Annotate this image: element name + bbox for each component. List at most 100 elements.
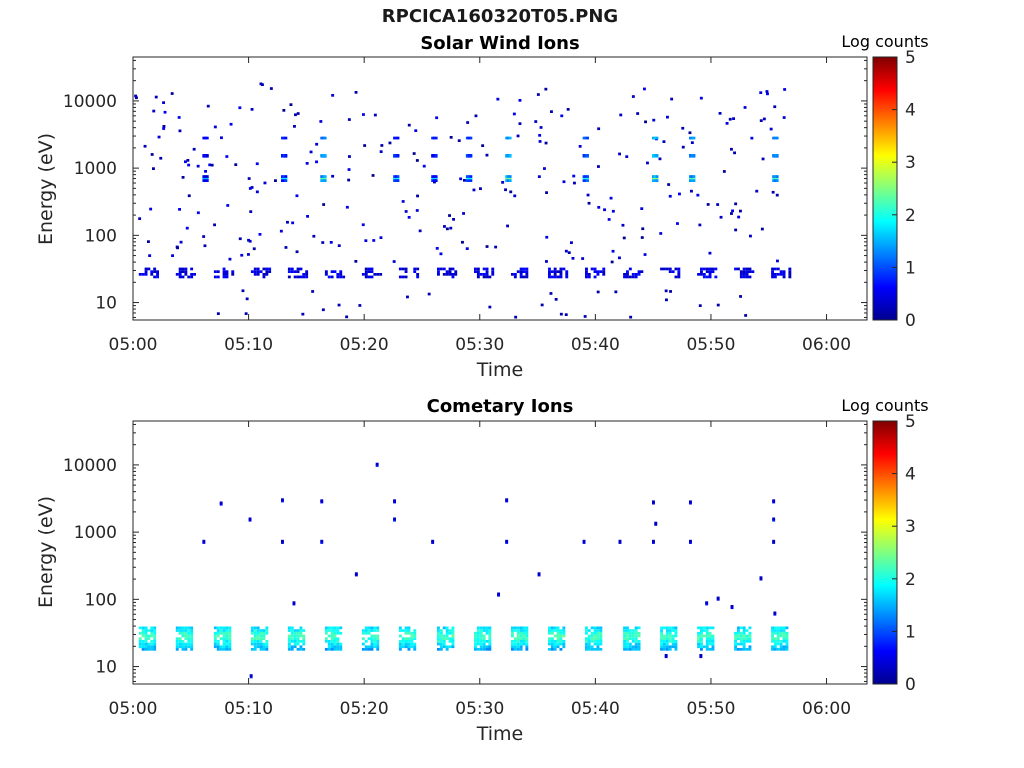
spectrogram-cell xyxy=(593,629,597,632)
spectrogram-cell xyxy=(548,273,551,276)
spectrogram-cell xyxy=(231,270,235,273)
spectrogram-cell xyxy=(773,642,777,646)
spectrogram-cell xyxy=(213,637,217,640)
spectrogram-cell xyxy=(623,275,626,279)
spectrogram-cell xyxy=(496,97,500,101)
spectrogram-cell xyxy=(519,267,523,271)
spectrogram-cell xyxy=(485,645,489,649)
spectrogram-cell xyxy=(559,270,563,273)
spectrogram-cell xyxy=(748,275,752,279)
spectrogram-cell xyxy=(525,634,529,638)
spectrogram-cell xyxy=(585,642,588,646)
x-tick-label: 05:10 xyxy=(224,699,273,719)
spectrogram-cell xyxy=(302,634,306,638)
spectrogram-cell xyxy=(467,177,471,180)
spectrogram-cell xyxy=(171,254,174,257)
spectrogram-cell xyxy=(585,275,588,279)
spectrogram-cell xyxy=(448,640,452,643)
spectrogram-cell xyxy=(488,640,492,643)
spectrogram-cell xyxy=(779,626,783,630)
spectrogram-cell xyxy=(451,273,455,276)
spectrogram-cell xyxy=(772,179,776,182)
spectrogram-cells xyxy=(138,462,789,679)
spectrogram-cell xyxy=(184,631,188,635)
spectrogram-cell xyxy=(323,179,327,182)
spectrogram-cell xyxy=(437,642,440,646)
spectrogram-cell xyxy=(442,642,446,646)
spectrogram-cell xyxy=(396,179,400,182)
spectrogram-cell xyxy=(138,217,142,220)
spectrogram-cell xyxy=(485,275,489,279)
spectrogram-cell xyxy=(414,129,418,132)
spectrogram-cell xyxy=(699,96,703,100)
spectrogram-cell xyxy=(716,203,720,206)
spectrogram-cell xyxy=(150,648,154,651)
spectrogram-cell xyxy=(474,640,477,643)
spectrogram-cell xyxy=(634,648,638,651)
spectrogram-cell xyxy=(525,629,529,632)
spectrogram-cell xyxy=(585,645,588,649)
spectrogram-cell xyxy=(637,645,641,649)
x-tick-label: 05:50 xyxy=(686,699,735,719)
spectrogram-cell xyxy=(545,191,548,194)
spectrogram-cell xyxy=(138,626,142,630)
spectrogram-cell xyxy=(737,629,740,632)
spectrogram-cell xyxy=(618,152,621,156)
spectrogram-cell xyxy=(516,629,520,632)
spectrogram-cell xyxy=(181,275,185,279)
colorbar-gradient xyxy=(872,420,898,685)
spectrogram-cell xyxy=(585,629,588,632)
spectrogram-cell xyxy=(336,645,340,649)
spectrogram-cell xyxy=(330,626,334,630)
spectrogram-cell xyxy=(287,642,291,646)
spectrogram-cell xyxy=(465,175,469,178)
spectrogram-cell xyxy=(511,634,514,638)
spectrogram-cell xyxy=(345,315,349,319)
spectrogram-cell xyxy=(345,205,349,209)
spectrogram-cell xyxy=(587,648,591,651)
spectrogram-cell xyxy=(634,629,638,632)
spectrogram-cell xyxy=(652,136,655,140)
spectrogram-cell xyxy=(404,275,408,279)
spectrogram-cell xyxy=(220,136,223,140)
spectrogram-cell xyxy=(253,648,257,651)
spectrogram-cell xyxy=(585,640,588,643)
spectrogram-cell xyxy=(511,648,514,651)
spectrogram-cell xyxy=(773,645,777,649)
spectrogram-cell xyxy=(690,136,694,140)
spectrogram-cell xyxy=(628,267,632,271)
spectrogram-cell xyxy=(175,640,179,643)
spectrogram-cell xyxy=(623,634,626,638)
spectrogram-cell xyxy=(665,298,668,302)
spectrogram-cell xyxy=(482,273,486,276)
spectrogram-cell xyxy=(522,270,526,273)
spectrogram-cell xyxy=(449,226,453,230)
spectrogram-cell xyxy=(553,270,557,273)
spectrogram-cell xyxy=(309,150,313,154)
spectrogram-cell xyxy=(562,634,566,638)
spectrogram-cell xyxy=(153,631,157,635)
spectrogram-cell xyxy=(744,314,748,317)
spectrogram-cell xyxy=(556,640,560,643)
spectrogram-cell xyxy=(222,645,226,649)
spectrogram-cell xyxy=(522,267,526,271)
spectrogram-cell xyxy=(187,275,191,279)
spectrogram-cell xyxy=(379,273,383,276)
spectrogram-cell xyxy=(323,154,327,157)
spectrogram-cell xyxy=(296,642,300,646)
spectrogram-cell xyxy=(522,629,526,632)
spectrogram-cell xyxy=(705,629,709,632)
spectrogram-cell xyxy=(516,648,520,651)
spectrogram-cell xyxy=(187,637,191,640)
spectrogram-cell xyxy=(281,175,284,178)
spectrogram-cell xyxy=(373,634,377,638)
spectrogram-cell xyxy=(448,214,451,217)
spectrogram-cell xyxy=(765,90,769,93)
spectrogram-cell xyxy=(289,103,293,106)
spectrogram-cell xyxy=(474,267,477,271)
spectrogram-cell xyxy=(465,136,469,140)
spectrogram-cell xyxy=(281,179,284,182)
spectrogram-cell xyxy=(702,634,706,638)
spectrogram-cell xyxy=(336,275,340,279)
spectrogram-cell xyxy=(631,629,635,632)
